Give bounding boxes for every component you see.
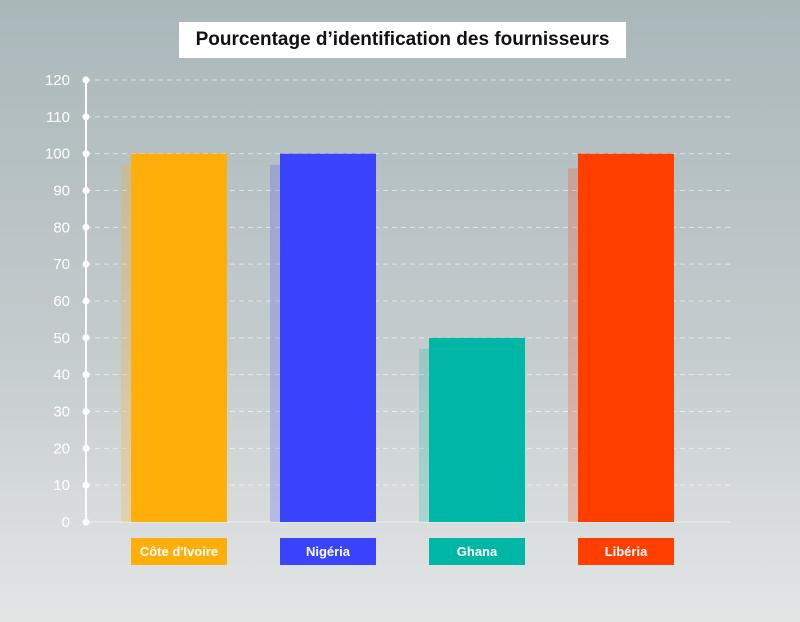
y-tick-marker-8 — [82, 223, 90, 231]
category-label-0: Côte d'Ivoire — [140, 544, 218, 559]
y-axis: 0 10 20 30 40 50 60 70 80 90 100 110 120 — [45, 72, 90, 531]
y-tick-marker-9 — [82, 187, 90, 194]
y-tick-label-5: 50 — [53, 330, 70, 347]
y-tick-marker-7 — [82, 260, 90, 268]
y-tick-label-10: 100 — [45, 146, 70, 163]
bar-1 — [280, 153, 376, 522]
bars — [121, 153, 674, 522]
bar-0 — [131, 153, 227, 522]
chart-title-box: Pourcentage d’identification des fournis… — [179, 22, 626, 58]
y-tick-marker-4 — [82, 371, 90, 379]
y-tick-label-8: 80 — [53, 219, 70, 236]
y-tick-marker-5 — [82, 334, 90, 342]
chart-title: Pourcentage d’identification des fournis… — [195, 29, 610, 50]
category-label-box-0 — [131, 538, 227, 565]
category-label-2: Ghana — [457, 544, 498, 559]
y-tick-marker-12 — [82, 76, 90, 84]
bar-3 — [578, 153, 674, 522]
y-tick-label-0: 0 — [62, 514, 70, 531]
category-label-box-1 — [280, 538, 376, 565]
y-tick-label-2: 20 — [53, 440, 70, 457]
y-tick-marker-6 — [82, 297, 90, 305]
y-tick-label-6: 60 — [53, 293, 70, 310]
y-tick-marker-1 — [82, 481, 90, 489]
y-tick-label-9: 90 — [53, 183, 70, 200]
category-label-box-3 — [578, 538, 674, 565]
category-label-3: Libéria — [605, 544, 648, 559]
y-tick-label-1: 10 — [53, 477, 70, 494]
y-tick-label-11: 110 — [46, 109, 70, 126]
y-tick-marker-2 — [82, 444, 90, 452]
y-tick-marker-0 — [82, 518, 90, 526]
y-tick-marker-10 — [82, 150, 90, 158]
y-tick-label-3: 30 — [53, 404, 70, 421]
y-tick-marker-11 — [82, 113, 90, 121]
y-tick-marker-3 — [82, 408, 90, 415]
bar-2 — [429, 337, 525, 522]
category-label-box-2 — [429, 538, 525, 565]
category-labels: Côte d'Ivoire Nigéria Ghana Libéria — [131, 538, 674, 565]
y-tick-label-12: 120 — [45, 72, 70, 89]
y-tick-label-7: 70 — [53, 256, 70, 273]
y-tick-label-4: 40 — [53, 367, 70, 384]
category-label-1: Nigéria — [306, 544, 351, 559]
